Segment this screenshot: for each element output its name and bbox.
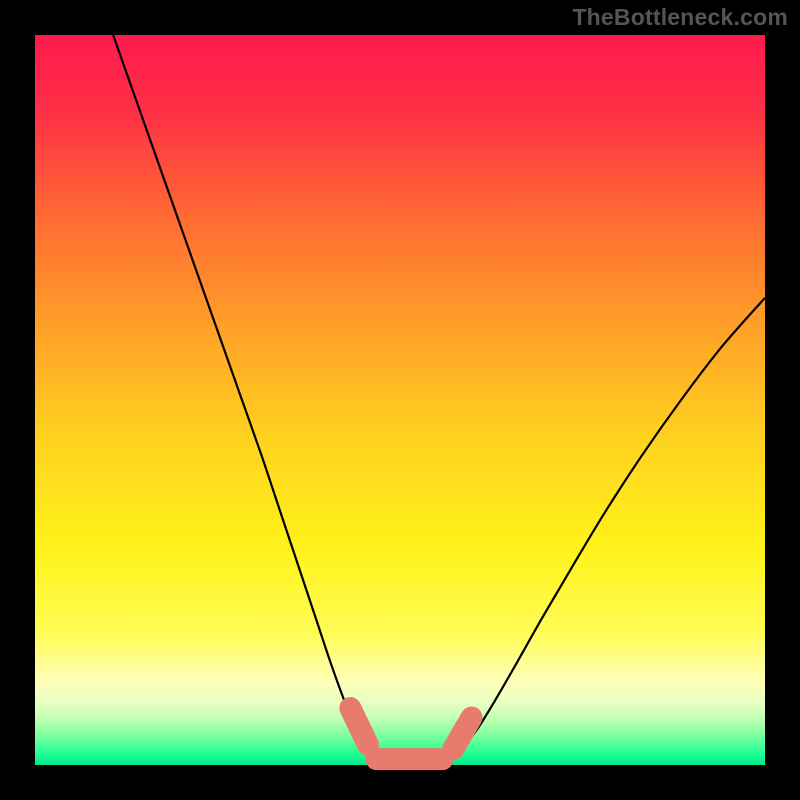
bottleneck-chart — [0, 0, 800, 800]
watermark-text: TheBottleneck.com — [572, 4, 788, 31]
chart-container: TheBottleneck.com — [0, 0, 800, 800]
plot-background — [35, 35, 765, 765]
